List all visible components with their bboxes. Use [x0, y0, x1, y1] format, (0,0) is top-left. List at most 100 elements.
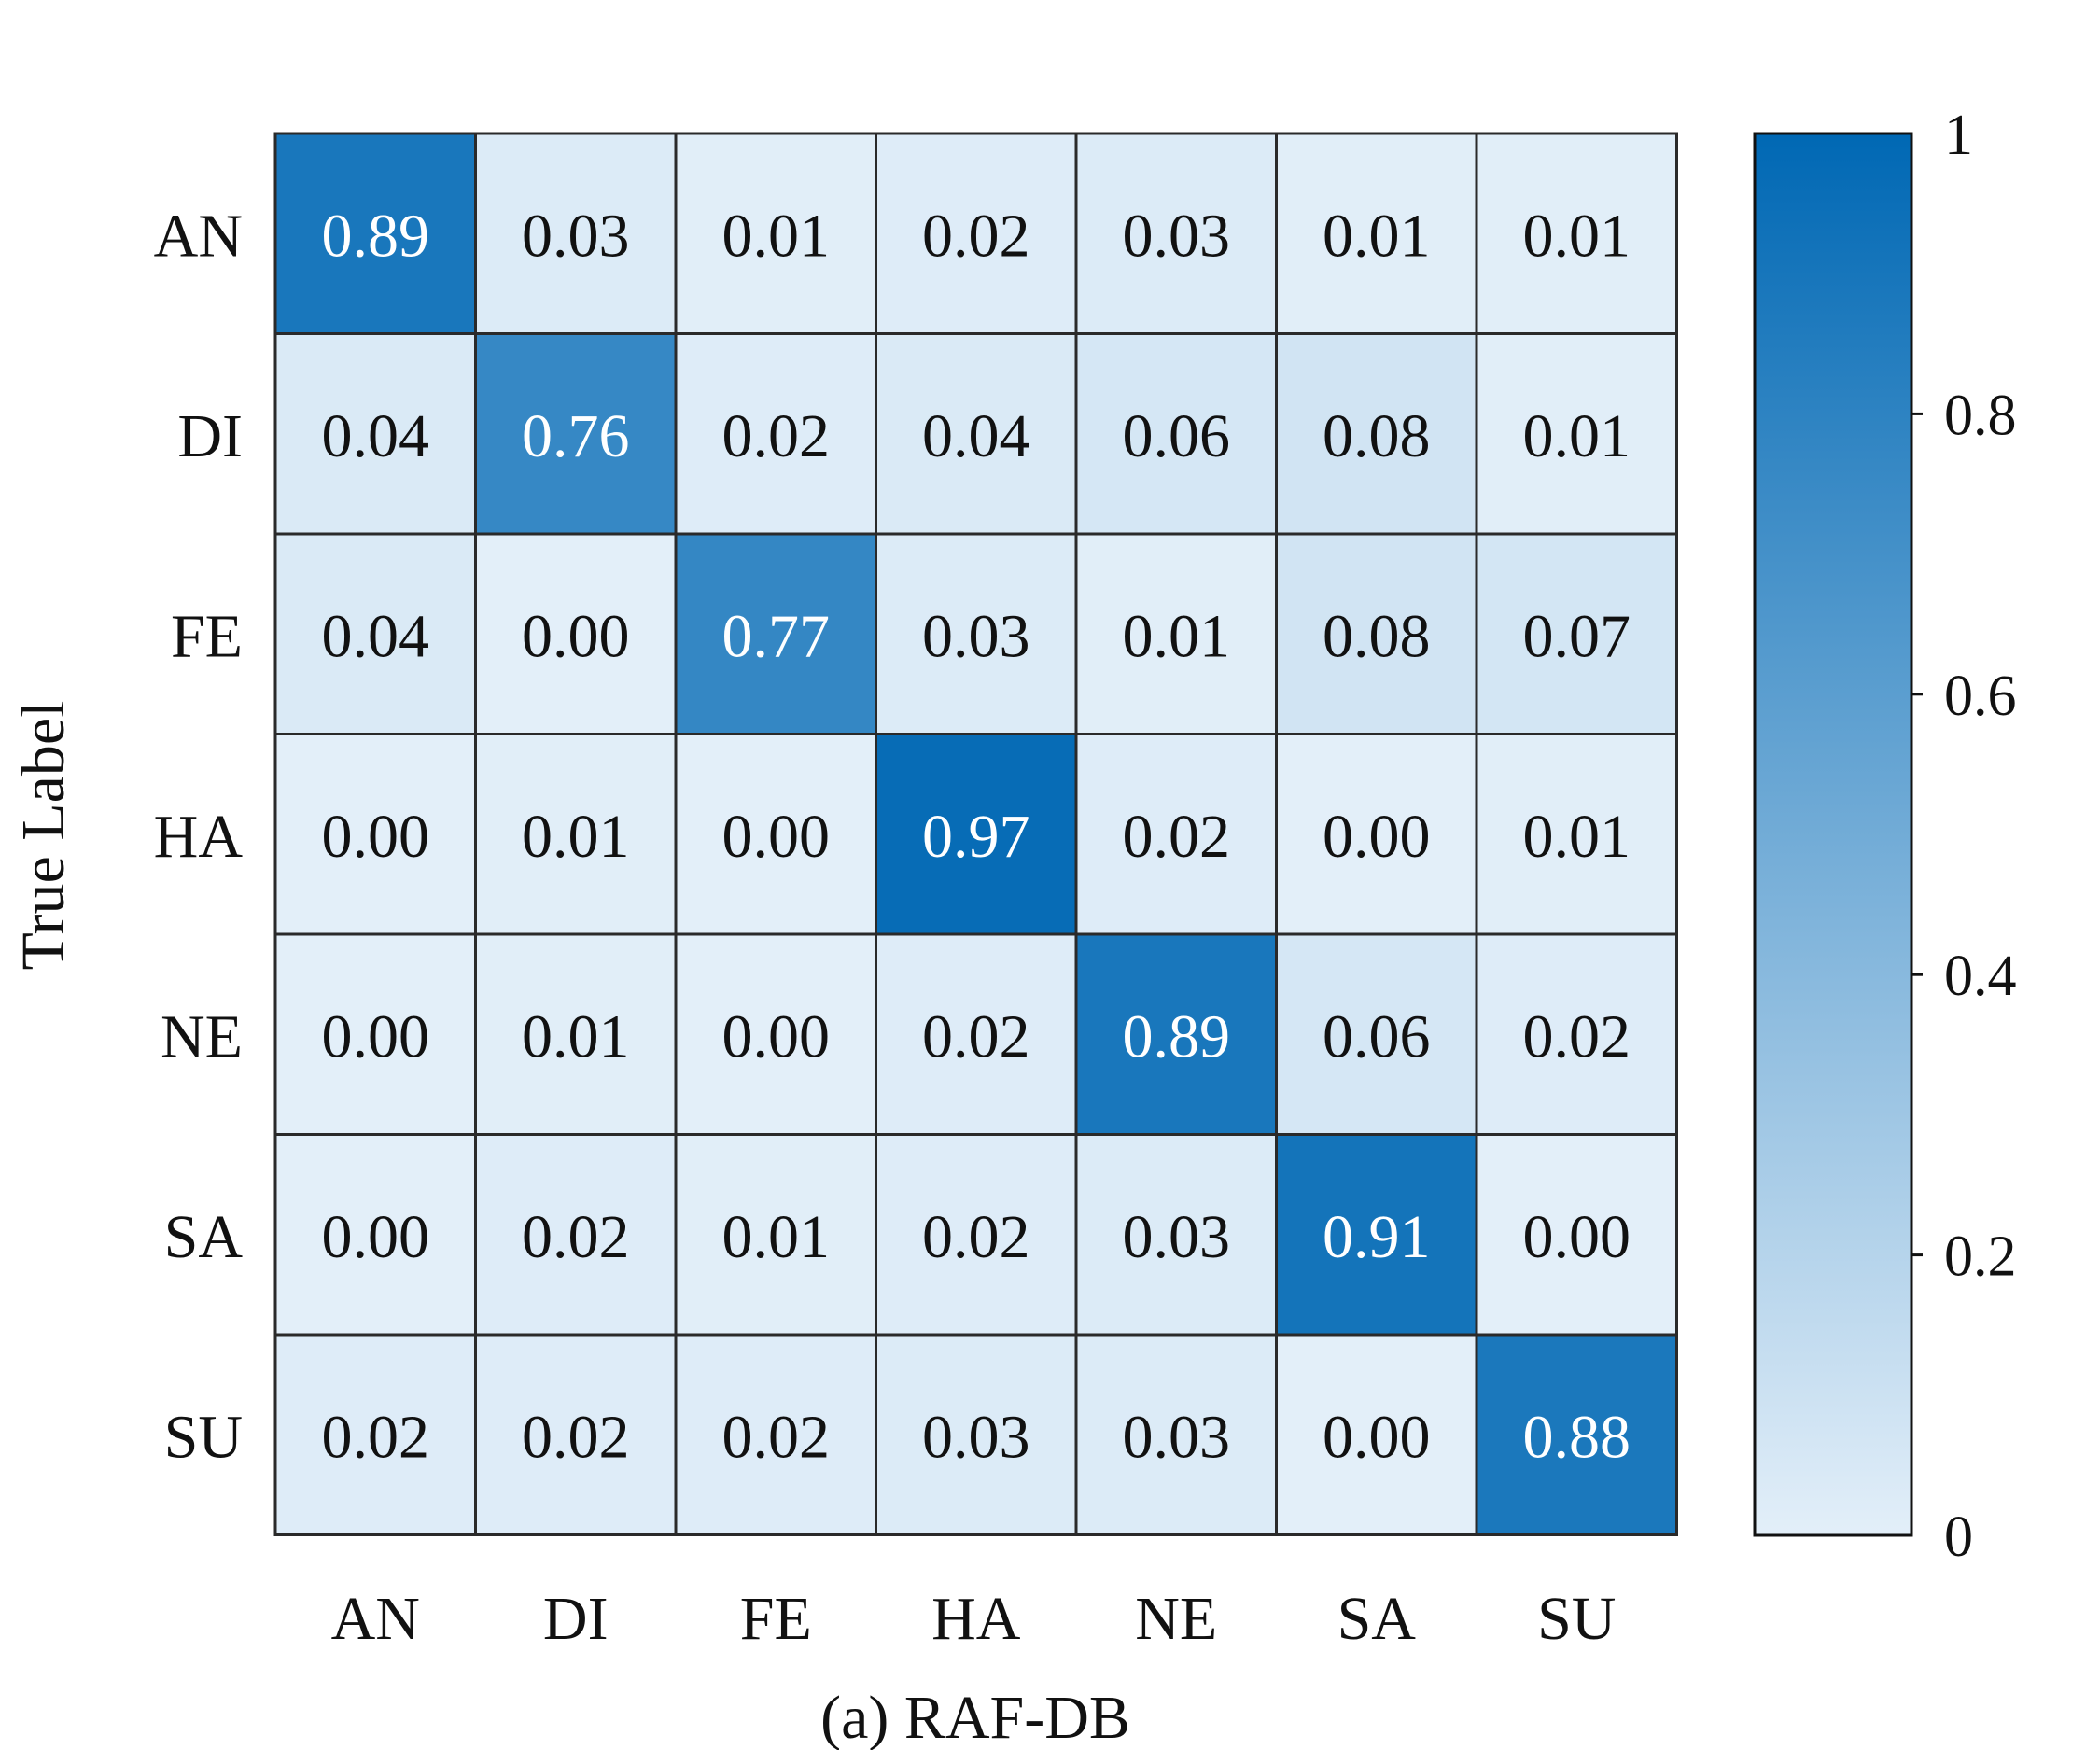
heatmap-cell — [1475, 1133, 1678, 1337]
cell-value-label: 0.03 — [1123, 202, 1231, 270]
colorbar-tick-label: 1 — [1944, 104, 1973, 167]
row-label: NE — [161, 1002, 243, 1071]
heatmap-cell — [674, 332, 877, 536]
colorbar — [1753, 132, 1913, 1537]
cell-value-label: 0.88 — [1523, 1403, 1631, 1471]
cell-value-label: 0.03 — [922, 602, 1030, 670]
cell-value-label: 0.89 — [322, 202, 430, 270]
cell-value-label: 0.89 — [1123, 1002, 1231, 1071]
heatmap-cell — [273, 932, 477, 1136]
cell-value-label: 0.02 — [522, 1403, 630, 1471]
cell-value-label: 0.01 — [1523, 202, 1631, 270]
heatmap-cell — [1475, 1333, 1678, 1536]
cell-value-label: 0.97 — [922, 803, 1030, 871]
cell-value-label: 0.02 — [1123, 803, 1231, 871]
cell-value-label: 0.01 — [722, 202, 831, 270]
cell-value-label: 0.00 — [1323, 803, 1431, 871]
cell-value-label: 0.77 — [722, 602, 831, 670]
column-label: DI — [543, 1585, 609, 1653]
heatmap-cell — [875, 1333, 1078, 1536]
cell-value-label: 0.02 — [922, 1203, 1030, 1271]
cell-value-label: 0.00 — [1323, 1403, 1431, 1471]
colorbar-tick-label: 0.6 — [1944, 665, 2017, 728]
heatmap-cell — [674, 1333, 877, 1536]
heatmap-cell — [1475, 733, 1678, 936]
heatmap-cell — [674, 132, 877, 335]
cell-value-label: 0.91 — [1323, 1203, 1431, 1271]
cell-value-label: 0.03 — [922, 1403, 1030, 1471]
cell-value-label: 0.02 — [322, 1403, 430, 1471]
heatmap-cell — [875, 532, 1078, 735]
cell-value-label: 0.03 — [1123, 1203, 1231, 1271]
colorbar-tick-label: 0.8 — [1944, 384, 2017, 447]
y-axis-label: True Label — [9, 700, 77, 970]
colorbar-tick-label: 0.2 — [1944, 1225, 2017, 1289]
heatmap-cell — [1475, 332, 1678, 536]
cell-value-label: 0.08 — [1323, 602, 1431, 670]
row-label: SU — [164, 1403, 243, 1471]
column-labels: AN DI FE HA NE SA SU — [331, 1585, 1617, 1653]
cell-value-label: 0.01 — [722, 1203, 831, 1271]
heatmap-cell — [1074, 532, 1278, 735]
heatmap-cell — [273, 332, 477, 536]
row-label: FE — [171, 602, 243, 670]
column-label: SU — [1537, 1585, 1616, 1653]
cell-value-label: 0.03 — [1123, 1403, 1231, 1471]
cell-value-label: 0.01 — [1323, 202, 1431, 270]
cell-value-label: 0.01 — [1523, 402, 1631, 470]
cell-value-label: 0.04 — [322, 602, 430, 670]
heatmap-cell — [1074, 332, 1278, 536]
cell-value-label: 0.01 — [1523, 803, 1631, 871]
heatmap-cell — [474, 733, 678, 936]
row-labels: AN DI FE HA NE SA SU — [154, 202, 244, 1471]
cell-value-label: 0.02 — [922, 1002, 1030, 1071]
colorbar-gradient — [1753, 132, 1913, 1537]
cell-value-label: 0.00 — [722, 803, 831, 871]
column-label: HA — [931, 1585, 1021, 1653]
heatmap-cell — [1275, 532, 1478, 735]
cell-value-label: 0.02 — [522, 1203, 630, 1271]
heatmap-cell — [1475, 932, 1678, 1136]
heatmap-cell — [1275, 132, 1478, 335]
cell-value-label: 0.02 — [722, 402, 831, 470]
heatmap-cells: 0.89 0.03 0.01 0.02 0.03 0.01 0.01 0.04 0.76 0.02… — [273, 132, 1678, 1536]
heatmap-cell — [1074, 1333, 1278, 1536]
cell-value-label: 0.04 — [322, 402, 430, 470]
heatmap-cell — [875, 1133, 1078, 1337]
row-label: SA — [164, 1203, 244, 1271]
cell-value-label: 0.00 — [522, 602, 630, 670]
heatmap-cell — [875, 733, 1078, 936]
colorbar-tick-label: 0.4 — [1944, 945, 2017, 1008]
colorbar-tick-label: 0 — [1944, 1505, 1973, 1569]
heatmap-cell — [1074, 1133, 1278, 1337]
row-label: HA — [154, 803, 244, 871]
cell-value-label: 0.01 — [522, 1002, 630, 1071]
cell-value-label: 0.02 — [722, 1403, 831, 1471]
cell-value-label: 0.02 — [1523, 1002, 1631, 1071]
colorbar-ticks: 0 0.2 0.4 0.6 0.8 1 — [1911, 104, 2017, 1569]
heatmap-cell — [1275, 733, 1478, 936]
heatmap-cell — [474, 132, 678, 335]
cell-value-label: 0.08 — [1323, 402, 1431, 470]
cell-value-label: 0.06 — [1323, 1002, 1431, 1071]
heatmap-cell — [674, 1133, 877, 1337]
cell-value-label: 0.04 — [922, 402, 1030, 470]
cell-value-label: 0.01 — [522, 803, 630, 871]
heatmap-cell — [674, 532, 877, 735]
heatmap-cell — [1275, 1333, 1478, 1536]
cell-value-label: 0.07 — [1523, 602, 1631, 670]
heatmap-cell — [474, 1133, 678, 1337]
heatmap-cell — [1475, 532, 1678, 735]
column-label: FE — [740, 1585, 812, 1653]
cell-value-label: 0.01 — [1123, 602, 1231, 670]
heatmap-cell — [273, 1133, 477, 1337]
heatmap-cell — [273, 733, 477, 936]
heatmap-cell — [273, 132, 477, 335]
cell-value-label: 0.76 — [522, 402, 630, 470]
row-label: AN — [154, 202, 243, 270]
cell-value-label: 0.06 — [1123, 402, 1231, 470]
heatmap-cell — [273, 1333, 477, 1536]
heatmap-cell — [875, 132, 1078, 335]
cell-value-label: 0.03 — [522, 202, 630, 270]
